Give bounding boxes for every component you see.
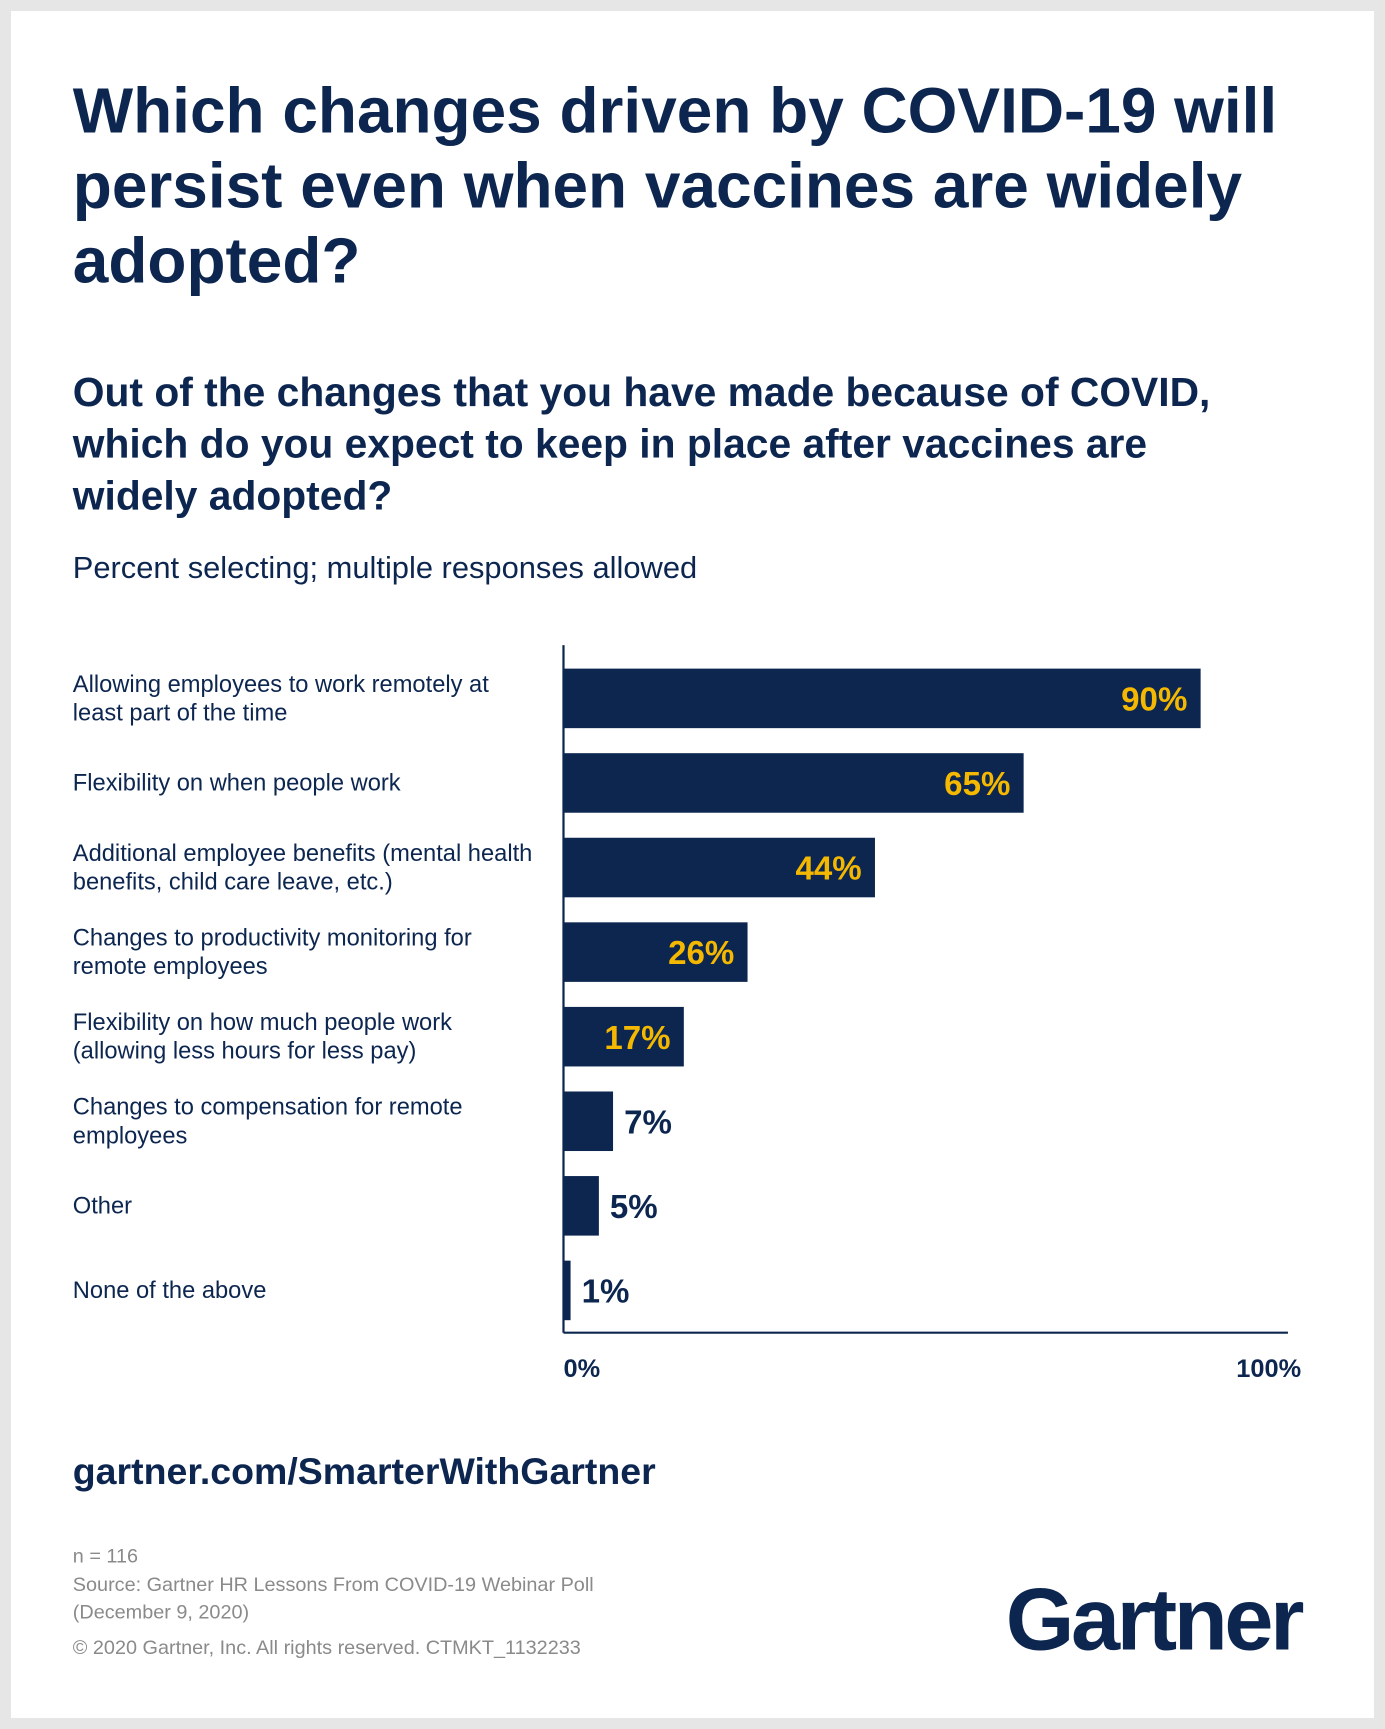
category-label: Additional employee benefits (mental hea… [73, 841, 533, 896]
bar [563, 753, 1024, 813]
value-label: 17% [604, 1020, 670, 1057]
bar [563, 1006, 684, 1067]
category-label: Allowing employees to work remotely at le… [73, 672, 489, 727]
source: Source: Gartner HR Lessons From COVID-19… [73, 1574, 594, 1624]
chart-title: Which changes driven by COVID-19 will per… [73, 74, 1277, 296]
bar [563, 837, 875, 898]
bar [563, 1260, 571, 1321]
bar [563, 1176, 599, 1236]
url: gartner.com/SmarterWithGartner [73, 1450, 656, 1492]
plot: 0% 100% Allowing employees to work remotel… [73, 645, 1301, 1383]
x-tick-label: 0% [563, 1355, 600, 1383]
value-label: 44% [796, 851, 862, 888]
bar [563, 668, 1201, 729]
sample-size: n = 116 [73, 1545, 138, 1567]
bar [563, 922, 748, 982]
category-label: None of the above [73, 1278, 267, 1304]
value-label: 5% [610, 1189, 658, 1226]
category-label: Changes to productivity monitoring for re… [73, 925, 472, 980]
category-label: Flexibility on how much people work (allo… [73, 1010, 452, 1065]
value-label: 90% [1121, 682, 1187, 719]
bar [563, 1091, 614, 1152]
value-label: 1% [582, 1274, 630, 1311]
x-tick-label: 100% [1236, 1355, 1301, 1383]
category-label: Flexibility on when people work [73, 771, 401, 797]
category-label: Changes to compensation for remote employ… [73, 1095, 463, 1150]
logo: Gartner [1006, 1570, 1303, 1669]
category-label: Other [73, 1194, 132, 1220]
value-label: 65% [944, 766, 1010, 803]
note: Percent selecting; multiple responses al… [73, 550, 697, 585]
value-label: 26% [668, 935, 734, 972]
chart-subtitle: Out of the changes that you have made be… [72, 369, 1211, 519]
value-label: 7% [624, 1104, 672, 1141]
copyright: © 2020 Gartner, Inc. All rights reserved… [73, 1637, 581, 1659]
